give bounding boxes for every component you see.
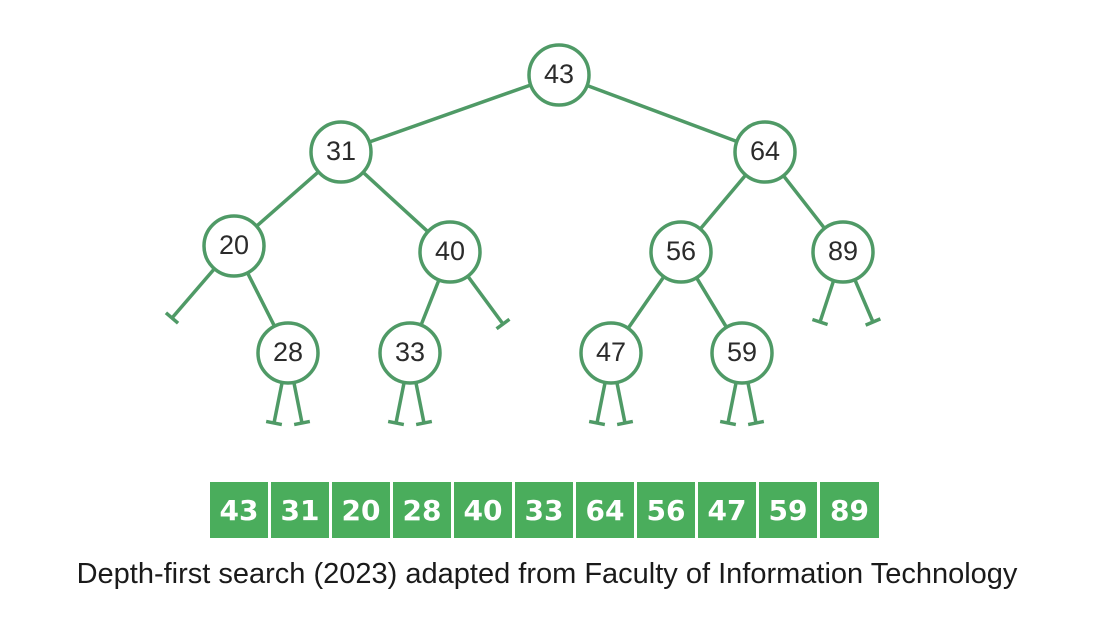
tree-node: 31	[309, 120, 373, 184]
node-value-label: 47	[596, 337, 626, 367]
order-cell: 40	[454, 482, 512, 538]
order-cell: 28	[393, 482, 451, 538]
node-circle	[202, 214, 266, 278]
tree-edge	[695, 276, 728, 329]
stub-tick	[864, 317, 882, 327]
order-cell: 64	[576, 482, 634, 538]
tree-edge	[698, 173, 748, 231]
node-value-label: 20	[219, 230, 249, 260]
order-cell: 33	[515, 482, 573, 538]
null-child-stub	[292, 382, 311, 427]
dfs-order-array: 43 31 20 28 40 33 64 56 47 59 89	[210, 482, 879, 538]
node-circle	[378, 321, 442, 385]
tree-node: 56	[649, 220, 713, 284]
stub-tick	[265, 419, 283, 427]
null-child-stub	[853, 278, 882, 327]
node-circle	[527, 43, 591, 107]
stub-line	[466, 275, 505, 326]
null-child-stub	[746, 382, 765, 427]
order-cell: 59	[759, 482, 817, 538]
stub-line	[170, 267, 216, 320]
stub-tick	[293, 419, 311, 427]
order-cell: 43	[210, 482, 268, 538]
tree-node: 40	[418, 220, 482, 284]
node-circle	[418, 220, 482, 284]
null-child-stub	[164, 267, 216, 325]
node-circle	[733, 120, 797, 184]
null-child-stubs	[164, 267, 882, 427]
tree-edge	[626, 275, 666, 330]
tree-node: 33	[378, 321, 442, 385]
order-cell: 31	[271, 482, 329, 538]
node-circle	[256, 321, 320, 385]
stub-tick	[387, 419, 405, 427]
node-value-label: 64	[750, 136, 780, 166]
node-value-label: 43	[544, 59, 574, 89]
order-cell: 89	[820, 482, 879, 538]
tree-nodes: 43 31 64 20 40 56 89 28 33 47 59	[202, 43, 875, 385]
stub-tick	[747, 419, 765, 427]
node-value-label: 31	[326, 136, 356, 166]
node-circle	[579, 321, 643, 385]
stub-line	[595, 382, 607, 424]
tree-edges	[245, 83, 826, 330]
binary-search-tree: 43 31 64 20 40 56 89 28 33 47 59	[164, 43, 882, 427]
node-circle	[811, 220, 875, 284]
stub-line	[292, 382, 304, 424]
tree-edge	[368, 83, 532, 144]
null-child-stub	[466, 275, 511, 331]
tree-edge	[245, 271, 277, 328]
tree-node: 64	[733, 120, 797, 184]
tree-edge	[782, 174, 826, 230]
null-child-stub	[811, 279, 836, 327]
order-cell: 20	[332, 482, 390, 538]
stub-tick	[495, 317, 511, 331]
node-circle	[649, 220, 713, 284]
stub-line	[853, 278, 875, 323]
stub-tick	[616, 419, 634, 427]
tree-node: 43	[527, 43, 591, 107]
node-value-label: 33	[395, 337, 425, 367]
stub-tick	[719, 419, 737, 427]
stub-line	[394, 382, 406, 424]
tree-node: 28	[256, 321, 320, 385]
node-value-label: 59	[727, 337, 757, 367]
null-child-stub	[387, 382, 406, 427]
tree-edge	[255, 170, 320, 228]
stub-tick	[415, 419, 433, 427]
stub-line	[272, 382, 284, 424]
stub-line	[414, 382, 426, 424]
order-cell: 56	[637, 482, 695, 538]
node-value-label: 40	[435, 236, 465, 266]
stub-line	[726, 382, 738, 424]
null-child-stub	[265, 382, 284, 427]
stub-line	[818, 279, 836, 323]
stub-tick	[588, 419, 606, 427]
tree-edge	[361, 170, 430, 234]
null-child-stub	[414, 382, 433, 427]
null-child-stub	[719, 382, 738, 427]
tree-edge	[586, 83, 738, 144]
null-child-stub	[615, 382, 634, 427]
stub-tick	[811, 317, 829, 327]
node-value-label: 56	[666, 236, 696, 266]
node-value-label: 89	[828, 236, 858, 266]
tree-edge	[419, 279, 441, 326]
stub-line	[746, 382, 758, 424]
node-circle	[710, 321, 774, 385]
node-value-label: 28	[273, 337, 303, 367]
tree-node: 20	[202, 214, 266, 278]
order-cell: 47	[698, 482, 756, 538]
node-circle	[309, 120, 373, 184]
null-child-stub	[588, 382, 607, 427]
tree-node: 47	[579, 321, 643, 385]
tree-node: 89	[811, 220, 875, 284]
tree-node: 59	[710, 321, 774, 385]
stub-line	[615, 382, 627, 424]
figure-caption: Depth-first search (2023) adapted from F…	[76, 558, 1018, 590]
stub-tick	[164, 311, 180, 325]
